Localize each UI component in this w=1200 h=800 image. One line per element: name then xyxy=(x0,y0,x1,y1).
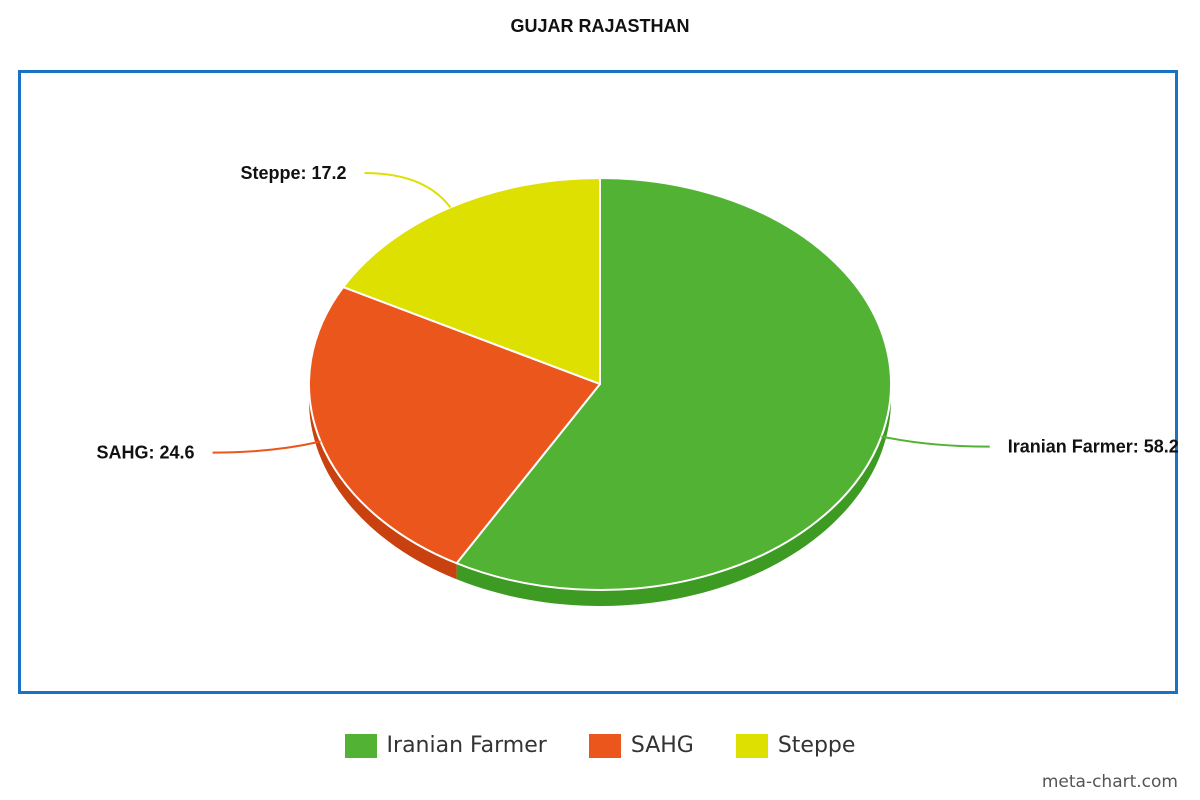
legend-item-iranian-farmer[interactable]: Iranian Farmer xyxy=(344,733,547,758)
data-label-2: Steppe: 17.2 xyxy=(241,163,347,183)
pie-slice-2[interactable] xyxy=(342,177,601,385)
legend-swatch-steppe xyxy=(735,733,768,758)
legend-label-iranian-farmer: Iranian Farmer xyxy=(386,733,547,758)
legend-swatch-iranian-farmer xyxy=(344,733,377,758)
connector-line-2 xyxy=(364,172,452,208)
data-label-1: SAHG: 24.6 xyxy=(96,443,194,463)
connector-line-1 xyxy=(212,440,321,454)
connector-line-0 xyxy=(881,435,990,448)
legend-item-steppe[interactable]: Steppe xyxy=(735,733,856,758)
watermark: meta-chart.com xyxy=(1041,772,1178,792)
data-label-0: Iranian Farmer: 58.2 xyxy=(1008,437,1179,457)
legend-swatch-sahg xyxy=(588,733,621,758)
pie-slice-0[interactable] xyxy=(455,177,892,591)
pie-side-0 xyxy=(456,384,891,606)
chart-title: GUJAR RAJASTHAN xyxy=(510,16,690,36)
legend-label-steppe: Steppe xyxy=(777,733,856,758)
legend: Iranian Farmer SAHG Steppe xyxy=(0,733,1200,758)
legend-label-sahg: SAHG xyxy=(630,733,694,758)
pie-side-1 xyxy=(309,384,457,580)
legend-item-sahg[interactable]: SAHG xyxy=(588,733,694,758)
